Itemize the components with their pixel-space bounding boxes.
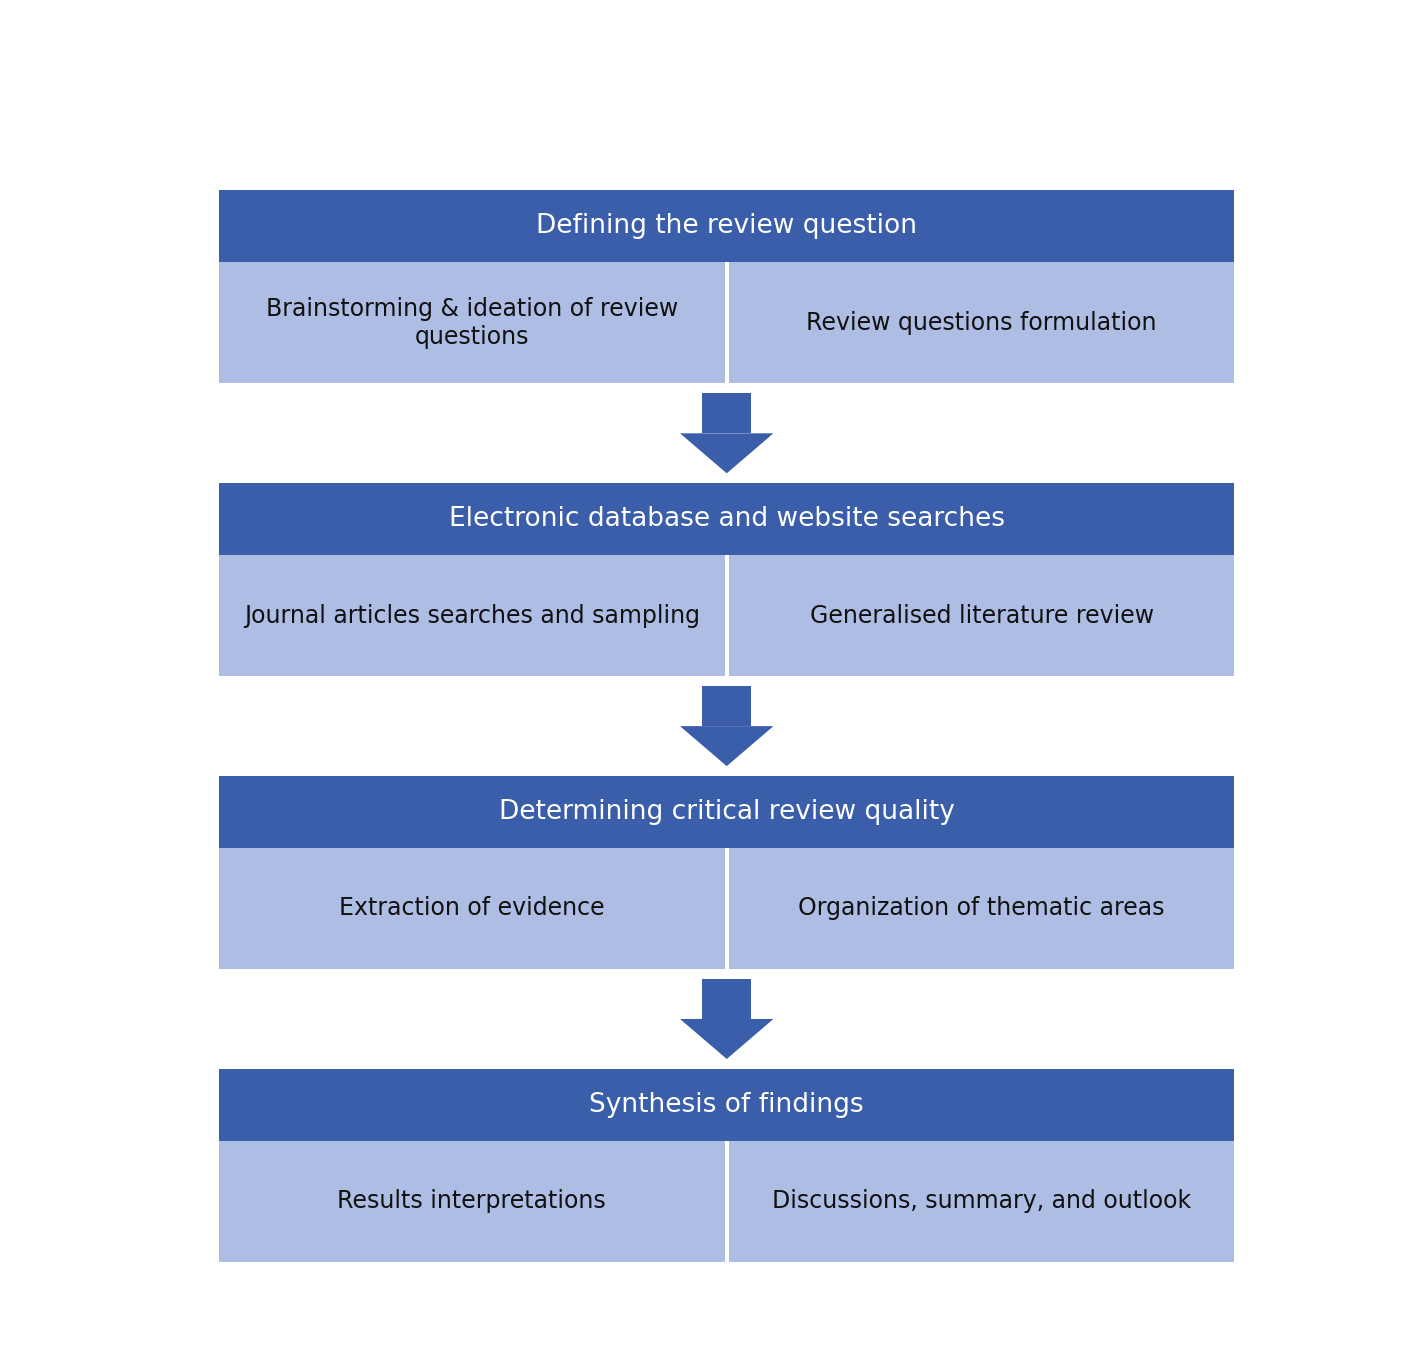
Bar — [729, 555, 1235, 676]
Bar — [702, 393, 752, 434]
Text: Brainstorming & ideation of review
questions: Brainstorming & ideation of review quest… — [265, 297, 678, 349]
Polygon shape — [681, 434, 773, 473]
Text: Discussions, summary, and outlook: Discussions, summary, and outlook — [773, 1189, 1191, 1213]
Text: Defining the review question: Defining the review question — [536, 213, 917, 239]
Bar — [729, 848, 1235, 969]
Bar — [218, 190, 1235, 263]
Bar — [729, 1141, 1235, 1261]
Polygon shape — [681, 726, 773, 766]
Text: Organization of thematic areas: Organization of thematic areas — [798, 896, 1166, 921]
Bar — [218, 483, 1235, 555]
Bar — [729, 263, 1235, 383]
Bar — [702, 979, 752, 1019]
Text: Synthesis of findings: Synthesis of findings — [590, 1092, 864, 1118]
Text: Extraction of evidence: Extraction of evidence — [339, 896, 604, 921]
Bar — [218, 555, 725, 676]
Text: Results interpretations: Results interpretations — [337, 1189, 605, 1213]
Bar — [218, 1141, 725, 1261]
Bar — [218, 1068, 1235, 1141]
Bar — [218, 263, 725, 383]
Text: Generalised literature review: Generalised literature review — [810, 603, 1154, 628]
Bar — [218, 848, 725, 969]
Polygon shape — [681, 1019, 773, 1059]
Text: Determining critical review quality: Determining critical review quality — [499, 799, 954, 825]
Bar — [702, 687, 752, 726]
Text: Review questions formulation: Review questions formulation — [807, 311, 1157, 335]
Text: Electronic database and website searches: Electronic database and website searches — [448, 506, 1005, 532]
Text: Journal articles searches and sampling: Journal articles searches and sampling — [244, 603, 699, 628]
Bar — [218, 776, 1235, 848]
